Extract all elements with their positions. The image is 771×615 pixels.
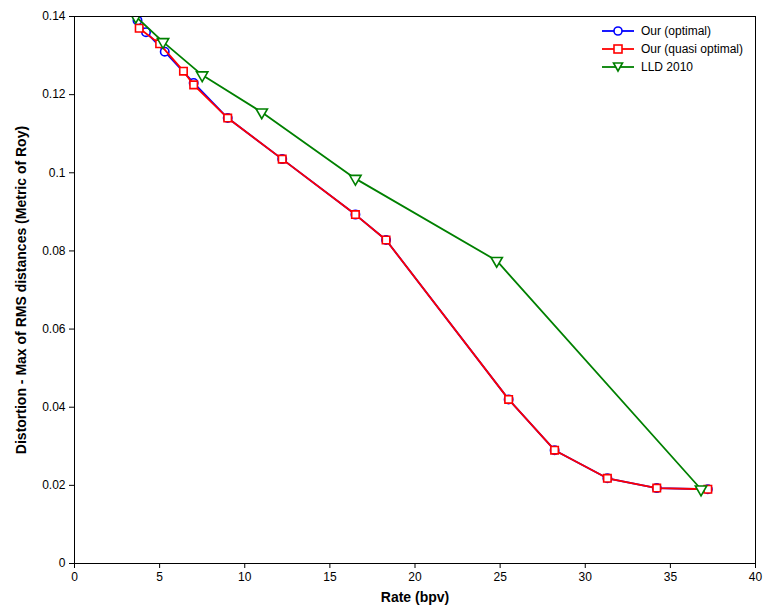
svg-text:20: 20 <box>408 570 422 584</box>
svg-text:5: 5 <box>156 570 163 584</box>
svg-text:40: 40 <box>749 570 763 584</box>
svg-text:30: 30 <box>579 570 593 584</box>
svg-text:0.06: 0.06 <box>42 322 66 336</box>
svg-text:0.02: 0.02 <box>42 478 66 492</box>
svg-text:0.04: 0.04 <box>42 400 66 414</box>
svg-text:Distortion - Max of RMS distan: Distortion - Max of RMS distances (Metri… <box>13 126 29 454</box>
svg-text:15: 15 <box>323 570 337 584</box>
svg-text:0.1: 0.1 <box>49 166 66 180</box>
svg-text:10: 10 <box>238 570 252 584</box>
svg-text:25: 25 <box>493 570 507 584</box>
html-text:Our (quasi optimal): Our (quasi optimal) <box>641 42 743 56</box>
svg-text:0.14: 0.14 <box>42 9 66 23</box>
svg-text:0.08: 0.08 <box>42 244 66 258</box>
svg-text:35: 35 <box>664 570 678 584</box>
html-text:Our (optimal): Our (optimal) <box>641 24 711 38</box>
html-text:LLD 2010: LLD 2010 <box>641 60 693 74</box>
svg-text:0.12: 0.12 <box>42 87 66 101</box>
svg-text:Rate (bpv): Rate (bpv) <box>381 589 449 605</box>
svg-text:0: 0 <box>71 570 78 584</box>
svg-text:0: 0 <box>59 556 66 570</box>
